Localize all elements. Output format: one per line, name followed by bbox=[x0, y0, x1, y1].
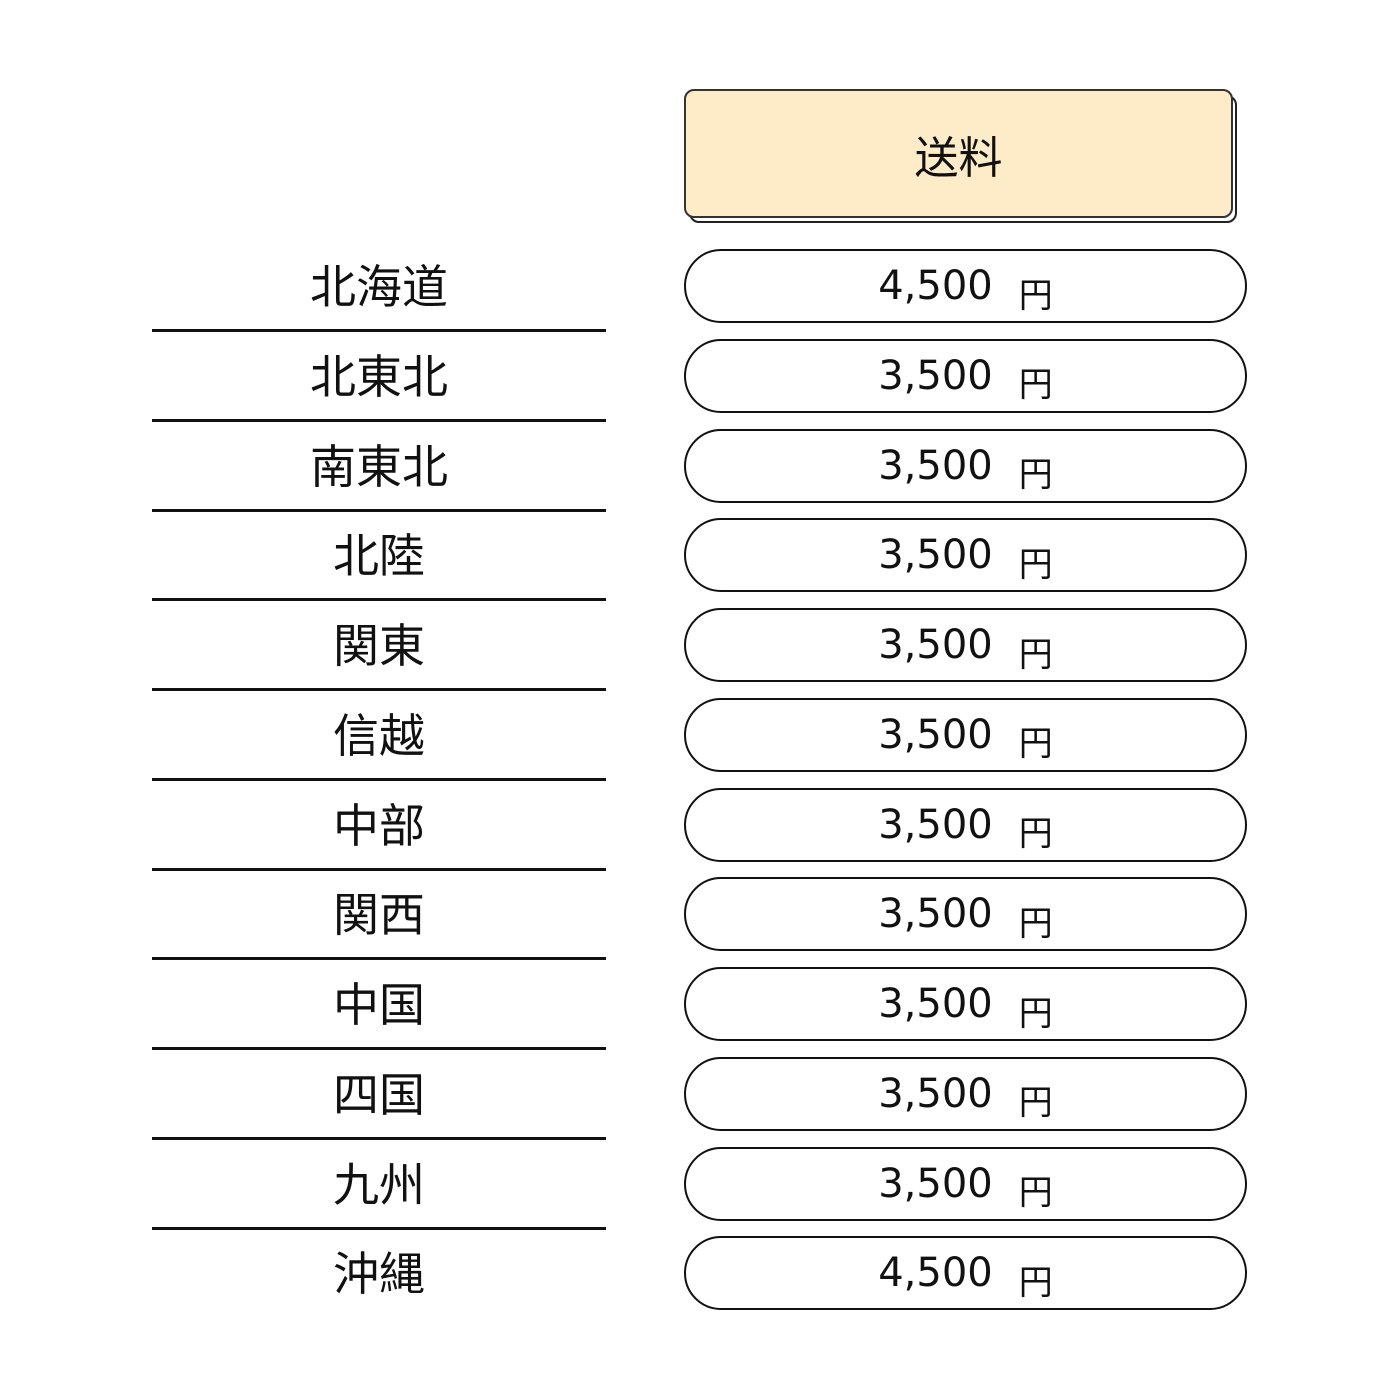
fee-pill: 3,500 円 bbox=[684, 787, 1247, 862]
fee-unit: 円 bbox=[1018, 634, 1053, 675]
table-row: 関西 3,500 円 bbox=[0, 877, 1400, 967]
fee-amount: 3,500 bbox=[878, 1070, 993, 1117]
region-label: 沖縄 bbox=[333, 1247, 425, 1302]
fee-pill: 3,500 円 bbox=[684, 1056, 1247, 1131]
region-label: 中国 bbox=[333, 978, 425, 1032]
row-divider bbox=[152, 867, 606, 871]
fee-unit: 円 bbox=[1018, 275, 1053, 316]
region-label: 北東北 bbox=[310, 349, 448, 404]
row-divider bbox=[152, 1047, 606, 1050]
fee-pill: 4,500 円 bbox=[684, 249, 1247, 323]
table-row: 中国 3,500 円 bbox=[0, 967, 1400, 1057]
fee-amount: 3,500 bbox=[878, 622, 993, 668]
fee-unit: 円 bbox=[1018, 455, 1053, 495]
fee-pill: 3,500 円 bbox=[684, 1146, 1247, 1221]
row-divider bbox=[152, 777, 606, 781]
fee-unit: 円 bbox=[1018, 544, 1053, 585]
region-label: 中部 bbox=[333, 798, 425, 853]
table-row: 四国 3,500 円 bbox=[0, 1056, 1400, 1147]
table-row: 沖縄 4,500 円 bbox=[0, 1236, 1400, 1326]
region-label: 関東 bbox=[333, 619, 425, 673]
table-row: 中部 3,500 円 bbox=[0, 787, 1400, 878]
row-divider bbox=[152, 508, 606, 512]
fee-amount: 3,500 bbox=[878, 1160, 993, 1207]
fee-unit: 円 bbox=[1018, 1262, 1053, 1303]
fee-amount: 3,500 bbox=[878, 442, 993, 489]
region-label: 北海道 bbox=[310, 260, 448, 314]
fee-pill: 3,500 円 bbox=[684, 608, 1247, 682]
region-label: 四国 bbox=[333, 1067, 425, 1122]
fee-unit: 円 bbox=[1018, 903, 1053, 944]
fee-pill: 3,500 円 bbox=[684, 967, 1247, 1041]
region-label: 九州 bbox=[333, 1157, 425, 1212]
table-row: 北海道 4,500 円 bbox=[0, 249, 1400, 339]
fee-unit: 円 bbox=[1018, 724, 1053, 765]
row-divider bbox=[152, 418, 606, 422]
region-label: 北陸 bbox=[333, 529, 425, 584]
fee-amount: 3,500 bbox=[878, 801, 993, 848]
table-row: 信越 3,500 円 bbox=[0, 697, 1400, 788]
fee-amount: 4,500 bbox=[878, 263, 993, 309]
region-label: 南東北 bbox=[310, 439, 448, 494]
header-label: 送料 bbox=[914, 132, 1003, 184]
row-divider bbox=[152, 1136, 606, 1140]
shipping-fee-header: 送料 bbox=[684, 89, 1233, 218]
fee-amount: 4,500 bbox=[878, 1250, 993, 1297]
fee-pill: 3,500 円 bbox=[684, 428, 1247, 503]
row-divider bbox=[152, 329, 606, 332]
fee-unit: 円 bbox=[1018, 993, 1053, 1034]
table-row: 関東 3,500 円 bbox=[0, 608, 1400, 698]
fee-amount: 3,500 bbox=[878, 711, 993, 758]
table-row: 南東北 3,500 円 bbox=[0, 428, 1400, 519]
fee-amount: 3,500 bbox=[878, 532, 993, 579]
table-row: 九州 3,500 円 bbox=[0, 1146, 1400, 1237]
fee-unit: 円 bbox=[1018, 1173, 1053, 1213]
row-divider bbox=[152, 598, 606, 602]
row-divider bbox=[152, 957, 606, 961]
fee-unit: 円 bbox=[1018, 365, 1053, 406]
table-row: 北陸 3,500 円 bbox=[0, 518, 1400, 608]
fee-amount: 3,500 bbox=[878, 891, 993, 938]
table-row: 北東北 3,500 円 bbox=[0, 338, 1400, 429]
row-divider bbox=[152, 1226, 606, 1230]
fee-pill: 3,500 円 bbox=[684, 338, 1247, 413]
fee-pill: 3,500 円 bbox=[684, 697, 1247, 772]
region-label: 関西 bbox=[333, 888, 425, 943]
region-label: 信越 bbox=[333, 708, 425, 763]
fee-amount: 3,500 bbox=[878, 352, 993, 399]
fee-unit: 円 bbox=[1018, 1083, 1053, 1124]
fee-unit: 円 bbox=[1018, 814, 1053, 854]
row-divider bbox=[152, 688, 606, 691]
fee-pill: 3,500 円 bbox=[684, 877, 1247, 952]
shipping-fee-table: 北海道 4,500 円北東北 3,500 円南東北 3,500 円北陸 3,500 円関東 3,5… bbox=[0, 249, 1400, 1326]
fee-pill: 3,500 円 bbox=[684, 518, 1247, 593]
fee-pill: 4,500 円 bbox=[684, 1236, 1247, 1311]
fee-amount: 3,500 bbox=[878, 981, 993, 1027]
